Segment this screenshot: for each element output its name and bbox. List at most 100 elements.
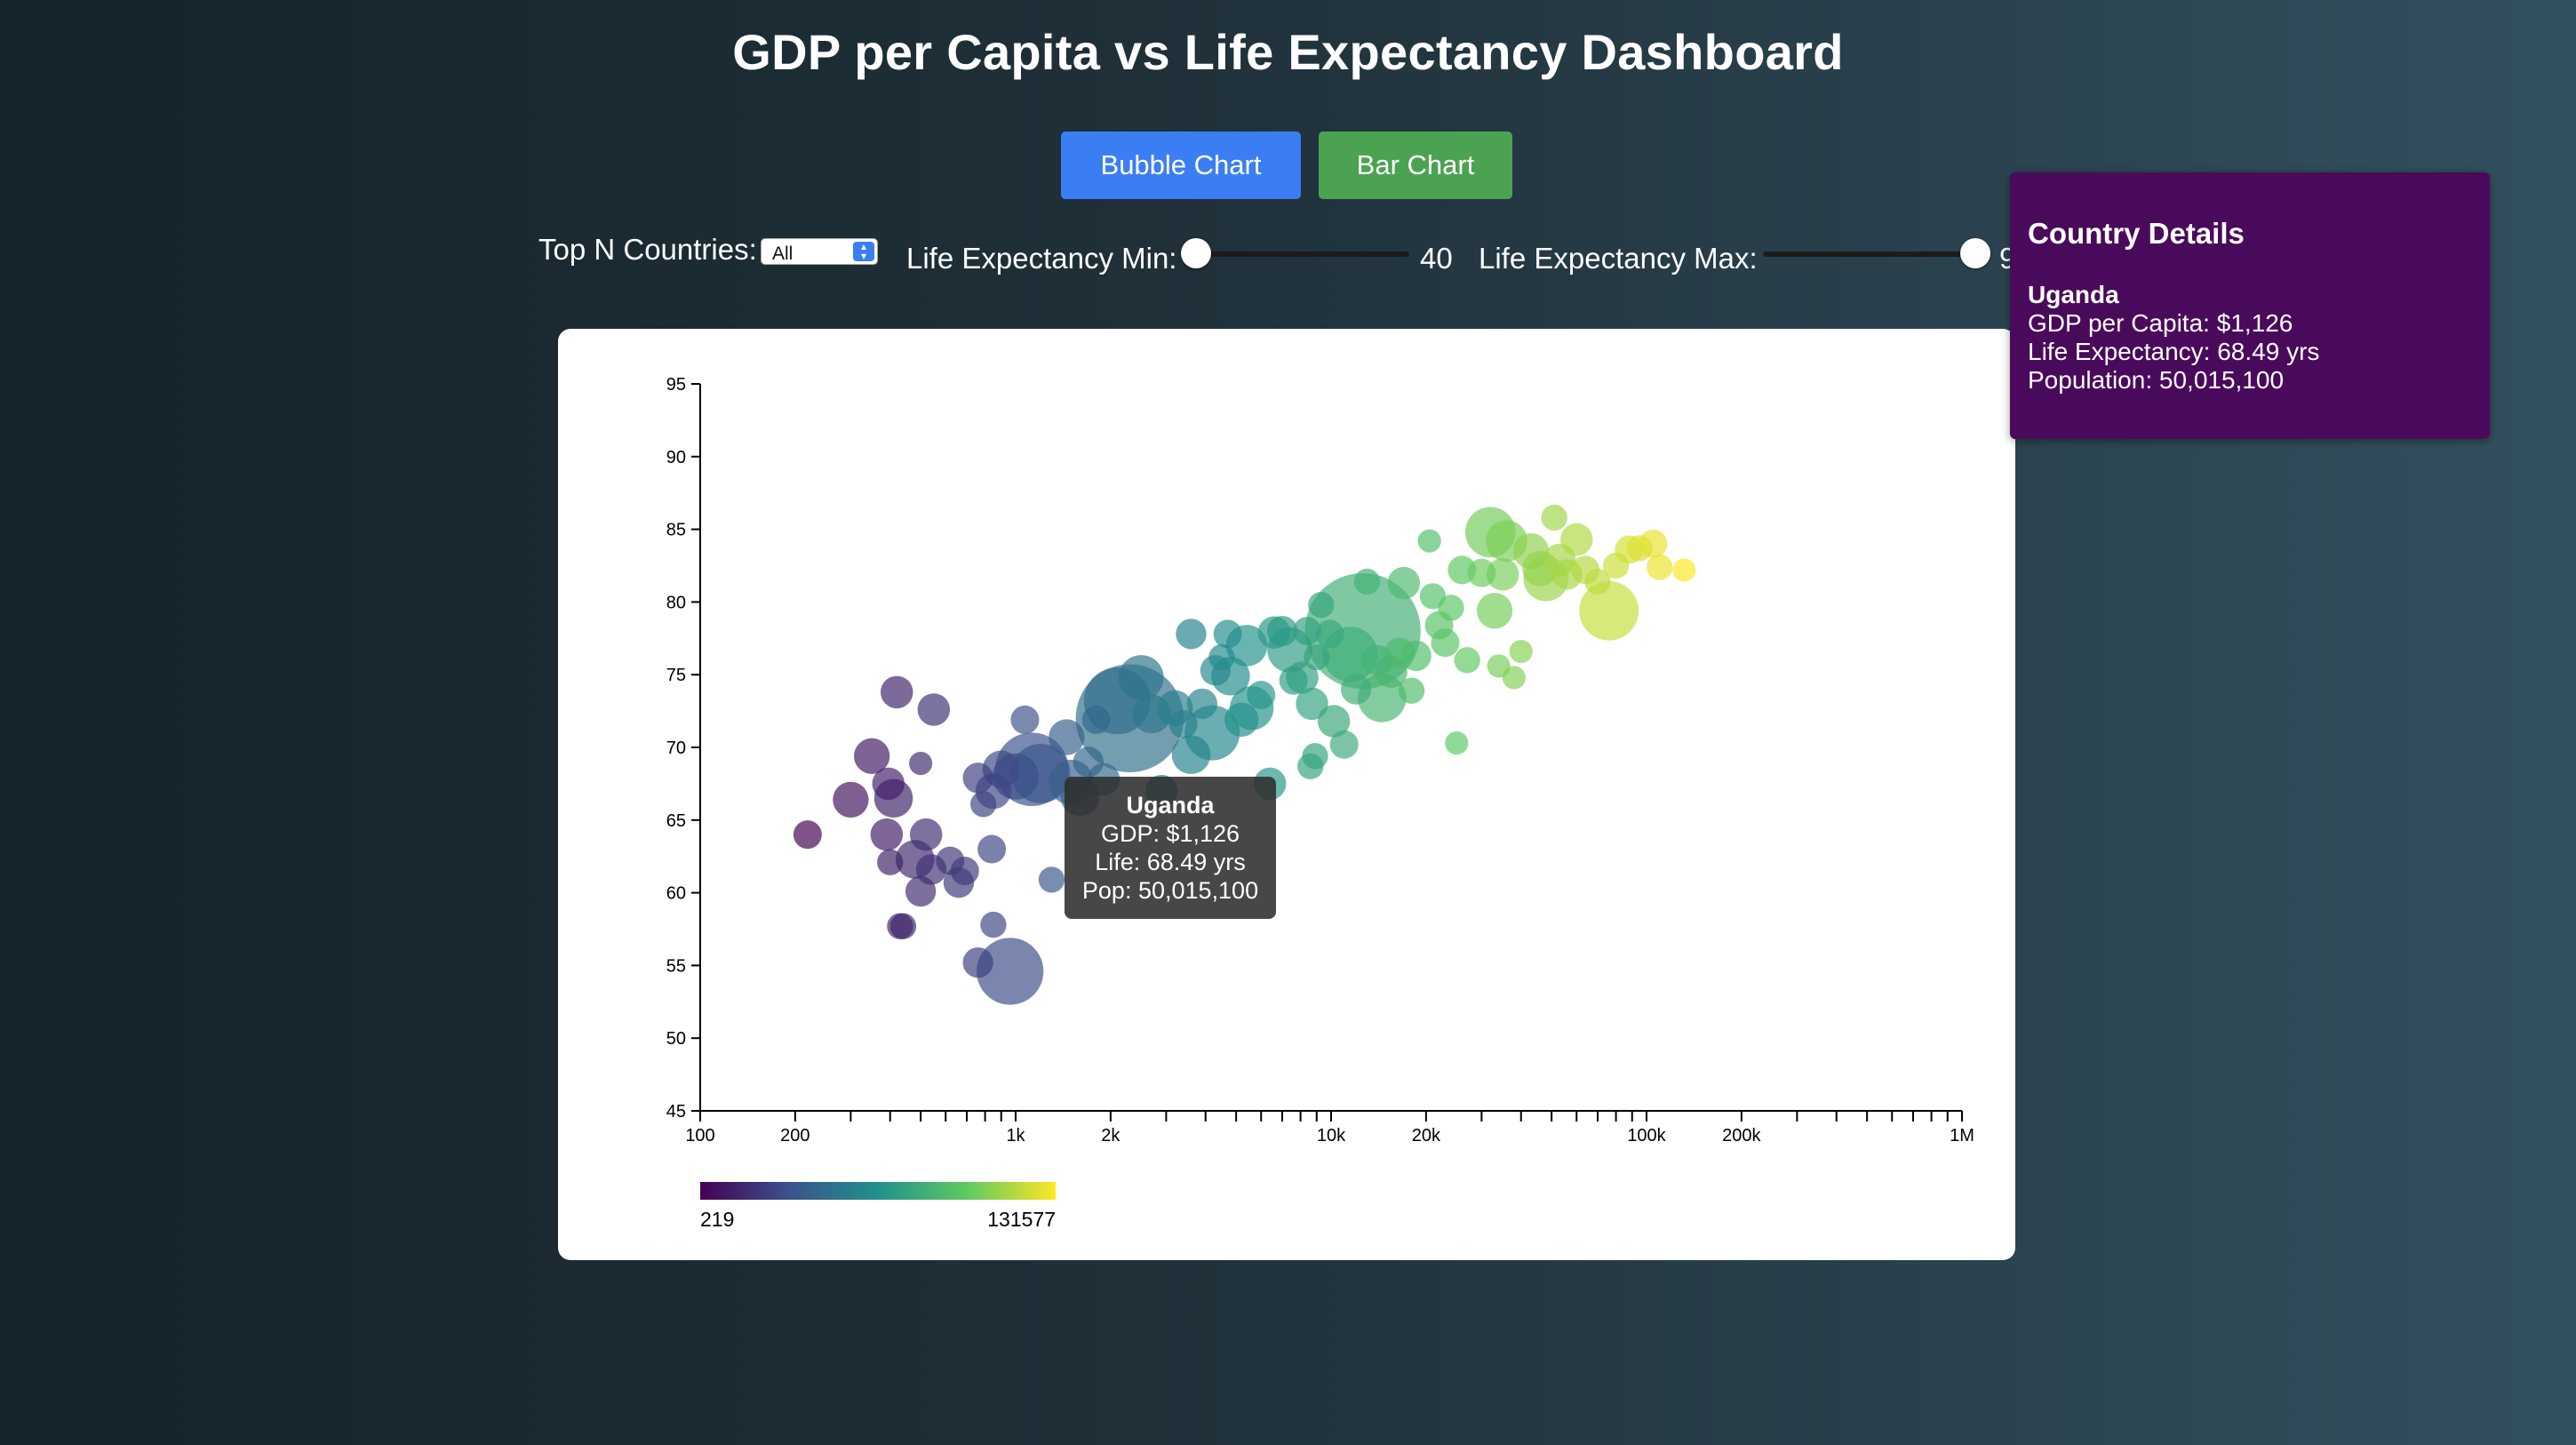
bubble-point[interactable]	[1266, 615, 1298, 647]
x-tick-label: 2k	[1101, 1126, 1121, 1146]
top-n-selected-value: All	[772, 243, 794, 264]
bubble-point[interactable]	[1626, 535, 1653, 562]
bubble-point[interactable]	[950, 857, 979, 886]
bubble-point[interactable]	[962, 946, 993, 978]
bubble-point[interactable]	[1329, 730, 1359, 759]
bubble-point[interactable]	[872, 767, 905, 801]
y-tick-label: 85	[666, 521, 686, 540]
bubble-chart-button[interactable]: Bubble Chart	[1061, 132, 1301, 199]
bubble-point[interactable]	[1315, 619, 1344, 649]
x-tick-label: 1M	[1950, 1126, 1974, 1146]
y-tick-label: 80	[666, 593, 686, 612]
life-expectancy-max-label: Life Expectancy Max:	[1479, 242, 1758, 275]
bubble-point[interactable]	[1213, 619, 1242, 649]
country-details-gdp: GDP per Capita: $1,126	[2028, 309, 2293, 337]
bubble-point[interactable]	[1438, 595, 1464, 621]
bubble-point[interactable]	[1454, 647, 1480, 674]
bubble-point[interactable]	[1186, 688, 1218, 720]
bubble-point[interactable]	[909, 751, 933, 776]
bubble-point[interactable]	[1431, 628, 1460, 658]
y-tick-label: 55	[666, 956, 686, 976]
top-n-label: Top N Countries:	[538, 233, 757, 266]
tooltip-country-name: Uganda	[1126, 792, 1215, 818]
bubble-point[interactable]	[1602, 552, 1630, 579]
bubble-point[interactable]	[977, 938, 1044, 1005]
life-expectancy-max-slider[interactable]	[1763, 251, 1976, 257]
bubble-point[interactable]	[1118, 655, 1164, 700]
chevron-up-down-icon: ▴ ▾	[853, 241, 874, 261]
bubble-point[interactable]	[1081, 705, 1111, 734]
x-tick-label: 1k	[1006, 1126, 1025, 1146]
tooltip-population: Pop: 50,015,100	[1081, 877, 1259, 904]
bubble-point[interactable]	[977, 834, 1007, 864]
bubble-point[interactable]	[1476, 593, 1513, 629]
bubble-point[interactable]	[1010, 705, 1040, 734]
bubble-point[interactable]	[1224, 702, 1259, 738]
color-legend-gradient	[700, 1182, 1056, 1200]
bubble-point[interactable]	[793, 820, 822, 850]
bubble-point[interactable]	[1171, 735, 1211, 774]
bubble-point[interactable]	[909, 818, 943, 851]
bubble-point[interactable]	[1509, 639, 1533, 664]
bubble-point[interactable]	[1296, 687, 1328, 721]
x-tick-label: 100	[685, 1126, 714, 1146]
bubble-point[interactable]	[1340, 674, 1372, 705]
bubble-point[interactable]	[1168, 709, 1198, 738]
bubble-point[interactable]	[1579, 580, 1639, 641]
bubble-point[interactable]	[881, 675, 913, 709]
bubble-point[interactable]	[1304, 643, 1330, 671]
bubble-point[interactable]	[1353, 568, 1381, 595]
bubble-point[interactable]	[1559, 523, 1593, 556]
y-tick-label: 65	[666, 811, 686, 831]
x-tick-label: 20k	[1412, 1126, 1441, 1146]
bubble-point[interactable]	[1247, 681, 1276, 710]
chart-tooltip: Uganda GDP: $1,126 Life: 68.49 yrs Pop: …	[1065, 777, 1276, 919]
bubble-point[interactable]	[1445, 731, 1469, 755]
bubble-point[interactable]	[1038, 866, 1065, 893]
bubble-point[interactable]	[889, 913, 917, 939]
country-details-name: Uganda	[2028, 281, 2119, 308]
life-expectancy-min-slider[interactable]	[1196, 251, 1409, 257]
bubble-point[interactable]	[854, 738, 890, 774]
country-details-population: Population: 50,015,100	[2028, 366, 2285, 394]
bubble-point[interactable]	[1176, 619, 1207, 650]
page-title: GDP per Capita vs Life Expectancy Dashbo…	[732, 24, 1844, 80]
x-tick-label: 100k	[1627, 1126, 1666, 1146]
bubble-point[interactable]	[980, 911, 1007, 938]
life-expectancy-min-slider-thumb[interactable]	[1181, 238, 1211, 268]
bubble-point[interactable]	[969, 791, 997, 818]
bubble-point[interactable]	[1208, 643, 1235, 671]
bubble-point[interactable]	[1467, 558, 1496, 587]
bubble-point[interactable]	[1541, 504, 1567, 531]
bubble-point[interactable]	[1073, 746, 1104, 778]
bubble-point[interactable]	[1308, 592, 1335, 619]
bubble-point[interactable]	[1647, 554, 1673, 580]
bubble-point[interactable]	[1584, 568, 1611, 595]
bar-chart-button[interactable]: Bar Chart	[1319, 132, 1512, 199]
bubble-point[interactable]	[1398, 677, 1425, 704]
bubble-point[interactable]	[1486, 558, 1519, 591]
bubble-group	[793, 504, 1696, 1005]
country-details-title: Country Details	[2028, 217, 2245, 250]
bubble-point[interactable]	[877, 849, 904, 875]
bubble-point[interactable]	[1417, 529, 1441, 553]
bubble-point[interactable]	[833, 781, 869, 818]
top-n-select[interactable]: All ▴ ▾	[761, 238, 878, 265]
bubble-point[interactable]	[1293, 617, 1322, 646]
y-tick-label: 75	[666, 666, 686, 685]
bubble-point[interactable]	[962, 762, 993, 794]
bubble-point[interactable]	[1317, 705, 1351, 738]
bubble-point[interactable]	[1049, 719, 1085, 755]
bubble-point[interactable]	[870, 818, 904, 851]
color-legend-max-label: 131577	[987, 1208, 1056, 1231]
bubble-point[interactable]	[1279, 666, 1308, 695]
bubble-point[interactable]	[1302, 743, 1328, 770]
bubble-point[interactable]	[1387, 566, 1421, 600]
bubble-point[interactable]	[1400, 640, 1432, 672]
bubble-point[interactable]	[1502, 666, 1526, 690]
life-expectancy-max-slider-thumb[interactable]	[1960, 238, 1990, 268]
country-details-panel: Country Details Uganda GDP per Capita: $…	[2010, 172, 2490, 439]
bubble-point[interactable]	[1672, 558, 1696, 582]
bubble-point[interactable]	[917, 693, 951, 726]
